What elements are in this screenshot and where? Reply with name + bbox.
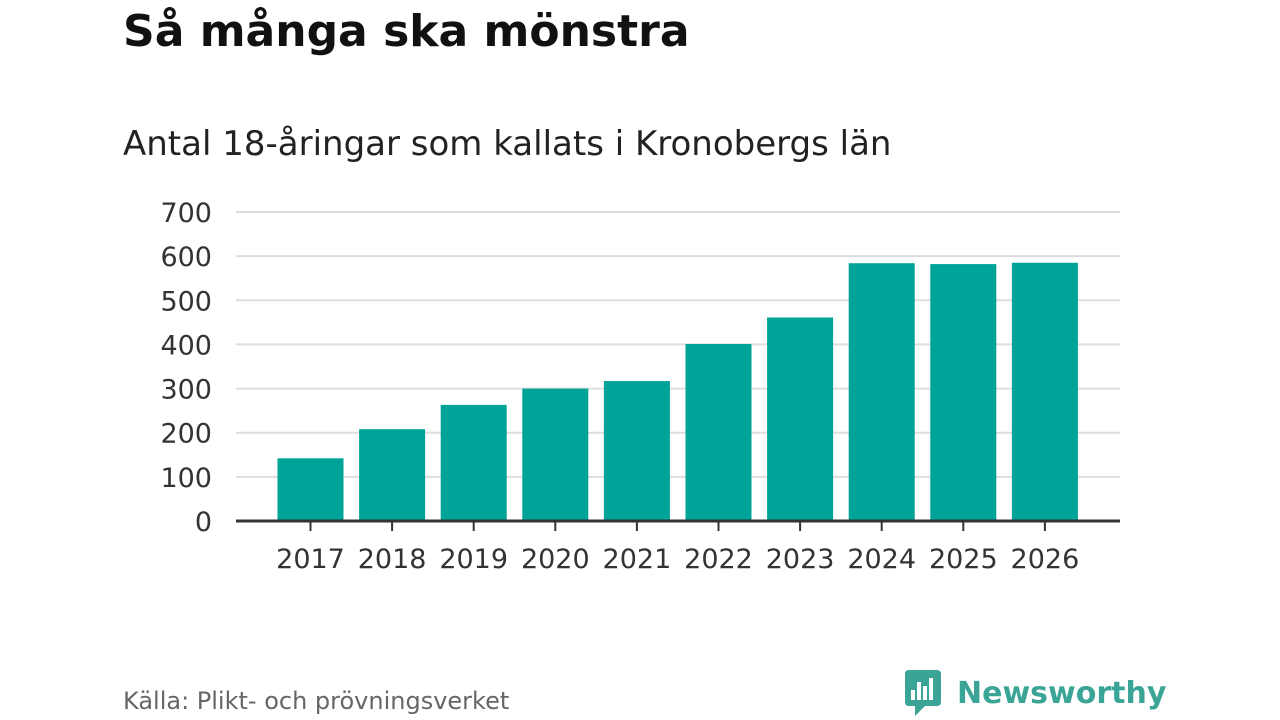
brand-name: Newsworthy [957, 675, 1167, 711]
y-axis-tick-labels: 0 100 200 300 400 500 600 700 [160, 198, 212, 538]
bar-2019 [440, 404, 507, 521]
bar-2024 [848, 263, 915, 521]
x-tick-label: 2022 [684, 544, 753, 575]
y-tick-label: 600 [160, 242, 212, 273]
bar-2022 [685, 343, 752, 521]
x-tick-label: 2021 [603, 544, 672, 575]
bar-2018 [359, 429, 426, 521]
y-tick-label: 300 [160, 375, 212, 406]
chart-subtitle: Antal 18-åringar som kallats i Kronoberg… [123, 124, 892, 164]
x-tick-label: 2018 [358, 544, 427, 575]
y-tick-label: 200 [160, 419, 212, 450]
x-tick-label: 2023 [766, 544, 835, 575]
x-tick-label: 2025 [929, 544, 998, 575]
x-tick-label: 2024 [847, 544, 916, 575]
y-tick-label: 100 [160, 463, 212, 494]
x-tick-label: 2017 [276, 544, 345, 575]
x-tick-label: 2020 [521, 544, 590, 575]
newsworthy-logo-icon [905, 670, 941, 716]
bar-2021 [603, 381, 670, 521]
x-tick-label: 2019 [439, 544, 508, 575]
source-note: Källa: Plikt- och prövningsverket [123, 687, 510, 715]
y-tick-label: 500 [160, 286, 212, 317]
bar-2020 [522, 388, 589, 521]
x-axis [236, 519, 1120, 531]
y-tick-label: 0 [195, 507, 212, 538]
y-tick-label: 700 [160, 198, 212, 229]
y-tick-label: 400 [160, 330, 212, 361]
x-tick-label: 2026 [1011, 544, 1080, 575]
brand-logo: Newsworthy [903, 668, 1166, 718]
bar-2026 [1011, 262, 1078, 521]
bar-2023 [767, 317, 834, 521]
bar-2025 [930, 264, 997, 521]
x-axis-tick-labels: 2017 2018 2019 2020 2021 2022 2023 2024 2025 2026 [276, 544, 1079, 575]
bar-2017 [277, 458, 344, 521]
chart-title: Så många ska mönstra [123, 6, 690, 57]
bars [277, 262, 1078, 521]
